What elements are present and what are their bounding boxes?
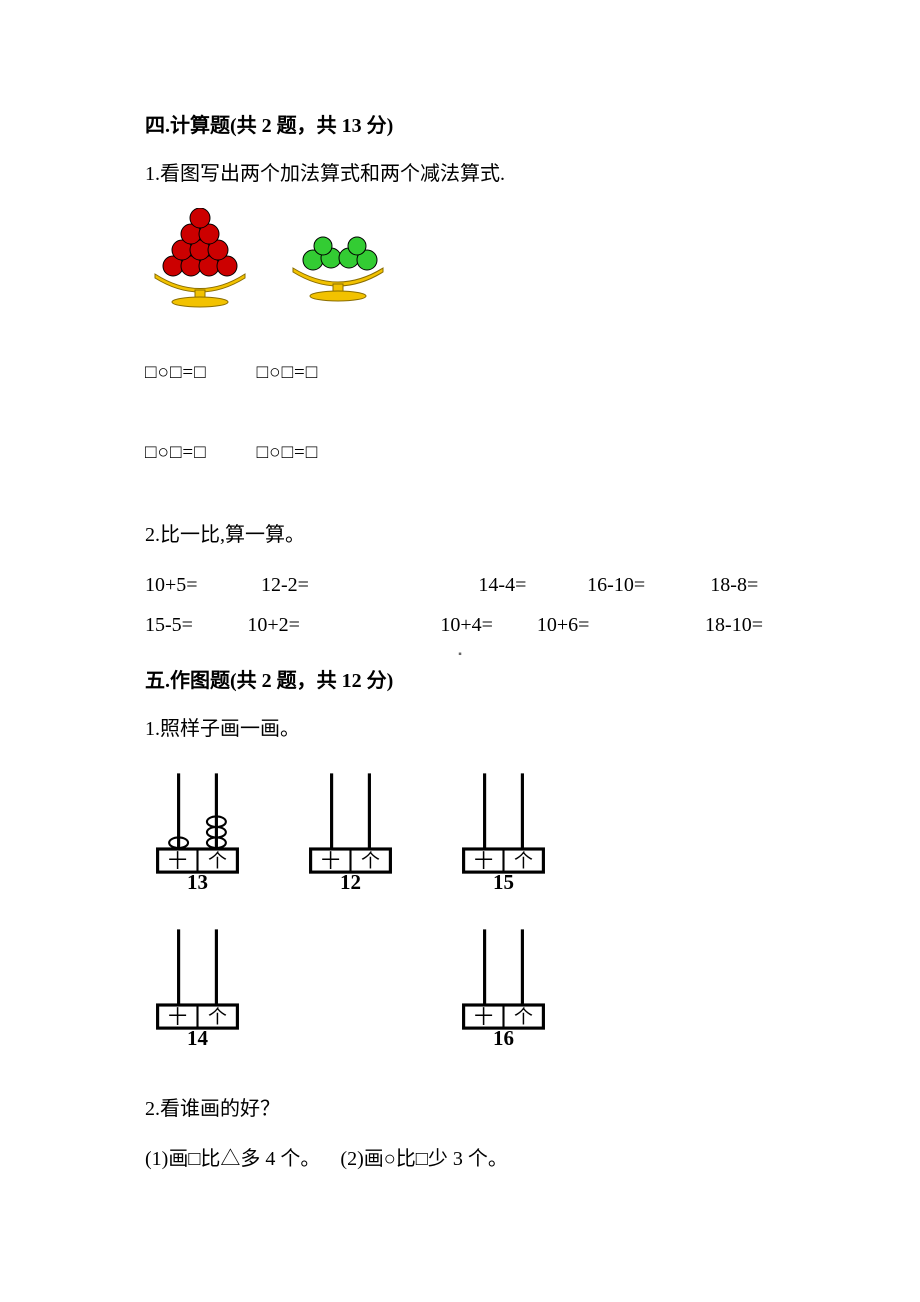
abacus-15: 十 个 15 (451, 765, 556, 901)
svg-text:15: 15 (493, 870, 514, 891)
abacus-row-2: 十 个 14 十 个 16 (145, 921, 775, 1057)
svg-text:十: 十 (474, 1006, 493, 1028)
section5-q2-text: 2.看谁画的好？ (145, 1093, 775, 1125)
svg-text:14: 14 (187, 1026, 209, 1047)
svg-text:十: 十 (474, 850, 493, 872)
green-bowl (283, 208, 393, 318)
fruit-bowl-row (145, 208, 775, 318)
math-r1c2: 12-2= (261, 569, 333, 601)
svg-text:12: 12 (340, 870, 361, 891)
math-r1c4: 16-10= (587, 569, 666, 601)
svg-text:十: 十 (168, 1006, 187, 1028)
svg-text:十: 十 (321, 850, 340, 872)
svg-text:个: 个 (361, 850, 380, 872)
math-grid: 10+5= 12-2= 14-4= 16-10= 18-8= 15-5= 10+… (145, 569, 775, 641)
eq-blank-1: □○□=□ (145, 358, 207, 388)
math-r2c4: 10+6= (537, 609, 601, 641)
abacus-row-1: 十 个 13 十 个 12 十 个 15 (145, 765, 775, 901)
math-r1c3: 14-4= (478, 569, 543, 601)
math-r1c5: 18-8= (710, 569, 775, 601)
eq-blank-4: □○□=□ (257, 438, 319, 468)
math-r2c3: 10+4= (440, 609, 493, 641)
abacus-14: 十 个 14 (145, 921, 250, 1057)
section5-q2-sub2: (2)画○比□少 3 个。 (340, 1148, 507, 1170)
eq-blank-2: □○□=□ (257, 358, 319, 388)
abacus-16: 十 个 16 (451, 921, 556, 1057)
math-r1c1: 10+5= (145, 569, 217, 601)
equation-row-2: □○□=□ □○□=□ (145, 438, 775, 468)
svg-text:个: 个 (514, 1006, 533, 1028)
svg-text:十: 十 (168, 850, 187, 872)
svg-text:13: 13 (187, 870, 208, 891)
svg-text:个: 个 (514, 850, 533, 872)
abacus-13: 十 个 13 (145, 765, 250, 901)
svg-text:16: 16 (493, 1026, 514, 1047)
section5-header: 五.作图题(共 2 题，共 12 分) (145, 665, 775, 697)
page-mark: ▪ (145, 647, 775, 663)
svg-text:个: 个 (208, 850, 227, 872)
section4-q2-text: 2.比一比,算一算。 (145, 519, 775, 551)
math-row-2: 15-5= 10+2= 10+4= 10+6= 18-10= (145, 609, 775, 641)
math-row-1: 10+5= 12-2= 14-4= 16-10= 18-8= (145, 569, 775, 601)
section4-q1-text: 1.看图写出两个加法算式和两个减法算式. (145, 158, 775, 190)
red-bowl (145, 208, 255, 318)
section5-q2-subparts: (1)画□比△多 4 个。 (2)画○比□少 3 个。 (145, 1143, 775, 1175)
math-r2c1: 15-5= (145, 609, 203, 641)
section5-q1-text: 1.照样子画一画。 (145, 713, 775, 745)
equation-row-1: □○□=□ □○□=□ (145, 358, 775, 388)
svg-text:个: 个 (208, 1006, 227, 1028)
section5-q2-sub1: (1)画□比△多 4 个。 (145, 1148, 320, 1170)
math-r2c5: 18-10= (705, 609, 775, 641)
abacus-12: 十 个 12 (298, 765, 403, 901)
section4-header: 四.计算题(共 2 题，共 13 分) (145, 110, 775, 142)
math-r2c2: 10+2= (247, 609, 305, 641)
eq-blank-3: □○□=□ (145, 438, 207, 468)
